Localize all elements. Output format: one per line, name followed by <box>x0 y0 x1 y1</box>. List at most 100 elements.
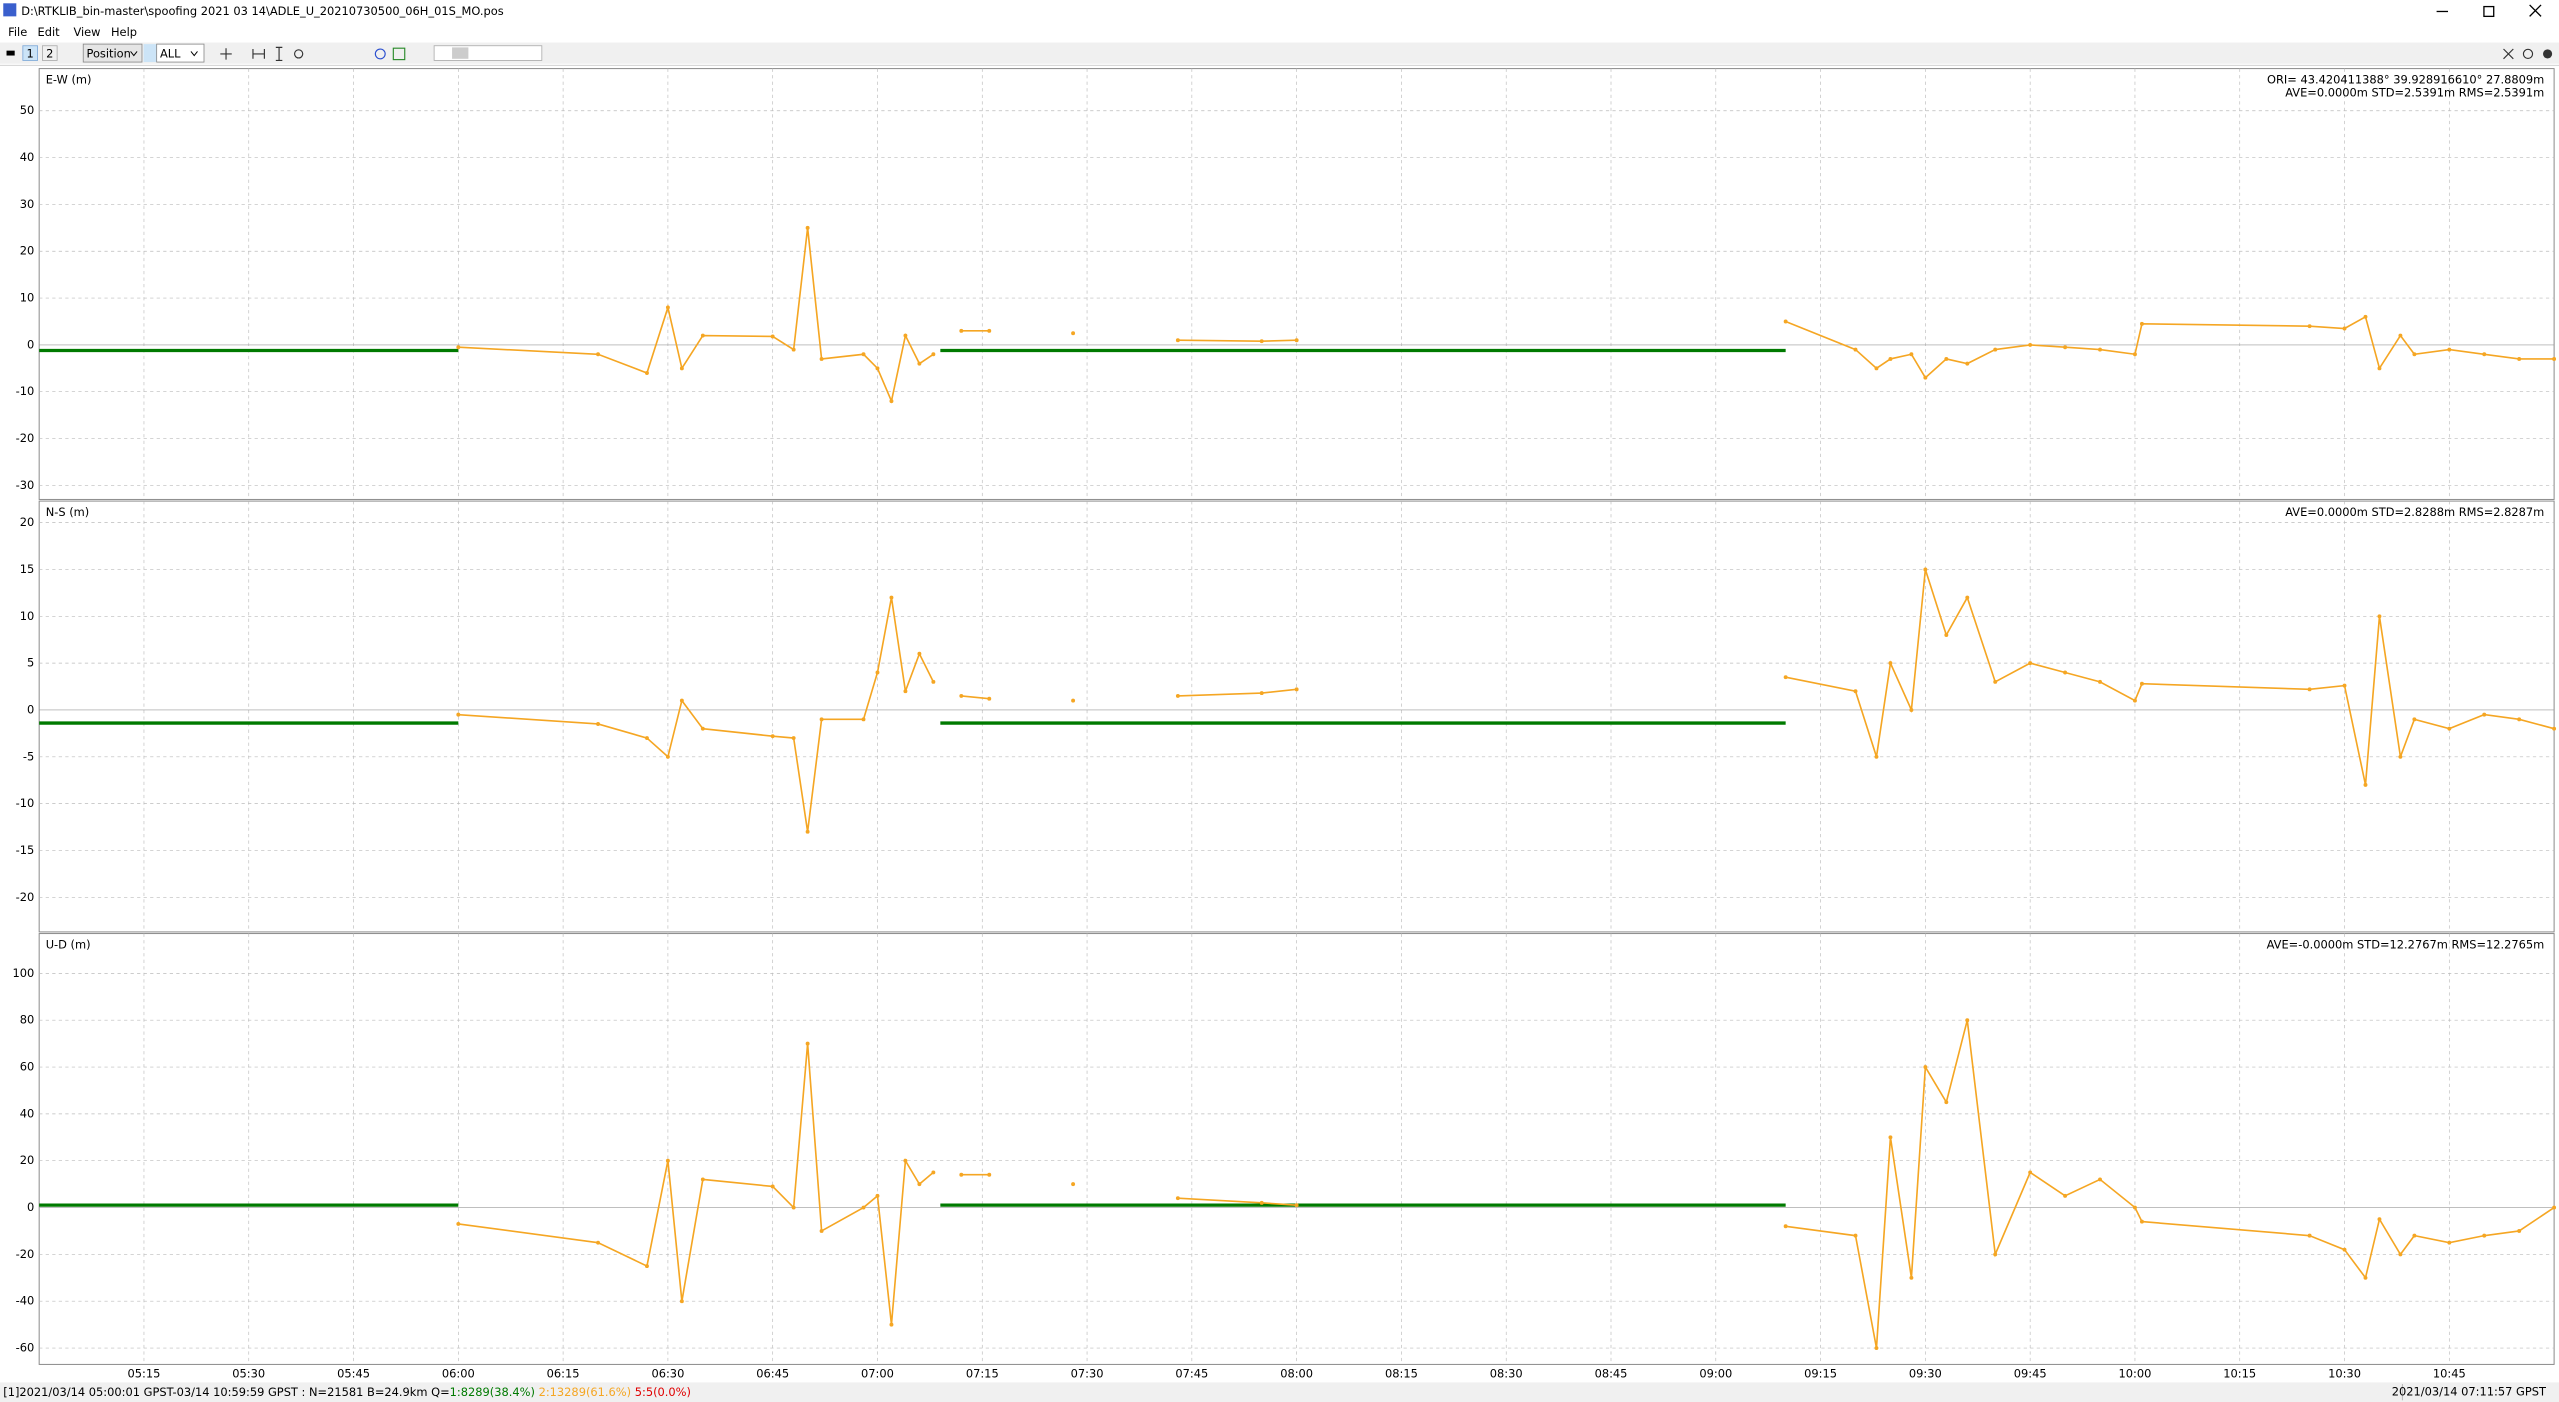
float-solution-line <box>458 227 2555 404</box>
solution-point <box>2363 314 2368 319</box>
x-tick-label: 10:00 <box>2119 1367 2152 1381</box>
y-tick-label: -20 <box>16 431 35 445</box>
solution-point <box>1923 1065 1928 1069</box>
solution-point <box>2307 1233 2312 1238</box>
solution-point <box>2517 356 2522 361</box>
solution-point <box>2377 1217 2382 1222</box>
solution-point <box>1965 1018 1970 1023</box>
y-tick-label: 0 <box>27 1200 34 1214</box>
solution-point <box>1294 687 1299 692</box>
x-tick-label: 05:45 <box>337 1367 370 1381</box>
solution-point <box>2552 1205 2557 1210</box>
solution-point <box>791 347 796 352</box>
solution-point <box>931 679 936 684</box>
solution-point <box>875 366 880 371</box>
status-text: [1]2021/03/14 05:00:01 GPST-03/14 10:59:… <box>3 1385 691 1399</box>
solution-point <box>2098 1177 2102 1182</box>
solution-point <box>2482 712 2487 717</box>
solution-point <box>819 1228 824 1233</box>
solution-point <box>2098 679 2102 684</box>
solution-point <box>679 698 684 703</box>
toolbar <box>0 42 2559 64</box>
solution-point <box>861 352 866 357</box>
y-tick-label: -40 <box>16 1294 35 1308</box>
solution-point <box>917 651 922 656</box>
solution-point <box>805 225 810 230</box>
x-tick-label: 06:15 <box>547 1367 580 1381</box>
y-tick-label: 10 <box>20 291 35 305</box>
solution-point <box>1853 689 1858 694</box>
solution-point <box>875 1193 880 1198</box>
menu-item[interactable]: View <box>73 25 100 39</box>
frame1-label: 1 <box>27 46 34 60</box>
solution-point <box>1944 356 1949 361</box>
frame1-button[interactable] <box>22 45 38 61</box>
toolbar-icon[interactable] <box>392 47 406 61</box>
toolbar-icon[interactable] <box>2522 48 2534 60</box>
toolbar-icon[interactable] <box>2543 49 2553 59</box>
y-tick-label: -30 <box>16 478 35 492</box>
time-scrollbar[interactable] <box>433 45 543 61</box>
solution-point <box>805 829 810 834</box>
solution-point <box>1965 595 1970 600</box>
annotation: AVE=0.0000m STD=2.5391m RMS=2.5391m <box>2285 86 2544 100</box>
frame2-button[interactable] <box>42 45 58 61</box>
solution-point <box>456 345 461 350</box>
solution-point <box>2412 717 2417 722</box>
solution-point <box>700 333 705 338</box>
restore-button[interactable] <box>2483 5 2495 18</box>
solution-point <box>2132 1205 2137 1210</box>
x-tick-label: 09:00 <box>1699 1367 1732 1381</box>
toolbar-icon[interactable] <box>6 50 15 56</box>
toolbar-icon[interactable] <box>275 46 283 62</box>
toolbar-icon[interactable] <box>252 49 265 59</box>
toolbar-icon[interactable] <box>374 48 386 60</box>
toolbar-icon[interactable] <box>294 49 304 59</box>
solution-point <box>1923 567 1928 572</box>
status-q2: 2:13289(61.6%) <box>539 1385 632 1399</box>
menu-item[interactable]: Edit <box>38 25 61 39</box>
status-q1: 1:8289(38.4%) <box>450 1385 535 1399</box>
solution-point <box>1259 691 1264 696</box>
y-tick-label: 0 <box>27 337 34 351</box>
solution-point <box>903 689 908 694</box>
quality-select[interactable] <box>156 43 205 63</box>
annotation: AVE=0.0000m STD=2.8288m RMS=2.8287m <box>2285 505 2544 519</box>
solution-point <box>1175 338 1180 343</box>
x-tick-label: 07:30 <box>1071 1367 1104 1381</box>
x-tick-label: 06:00 <box>442 1367 475 1381</box>
float-solution-line <box>458 1020 2555 1349</box>
x-tick-label: 10:15 <box>2223 1367 2256 1381</box>
solution-point <box>1294 338 1299 343</box>
x-tick-label: 10:30 <box>2328 1367 2361 1381</box>
toolbar-icon[interactable] <box>143 44 157 63</box>
close-button[interactable] <box>2529 4 2542 17</box>
solution-point <box>2482 1233 2487 1238</box>
solution-point <box>2552 726 2557 731</box>
plot-type-select[interactable] <box>82 43 143 63</box>
toolbar-icon[interactable] <box>220 48 232 60</box>
solution-point <box>644 736 649 741</box>
x-tick-label: 05:30 <box>232 1367 265 1381</box>
x-tick-label: 07:45 <box>1175 1367 1208 1381</box>
solution-point <box>2482 352 2487 357</box>
menu-item[interactable]: Help <box>111 25 137 39</box>
solution-point <box>2028 1170 2033 1175</box>
solution-point <box>1888 1135 1893 1140</box>
solution-point <box>1909 707 1914 712</box>
dropdown-arrow <box>190 51 198 57</box>
solution-point <box>2342 1247 2347 1252</box>
status-time: 2021/03/14 07:11:57 GPST <box>2392 1385 2546 1399</box>
scroll-thumb[interactable] <box>452 47 469 59</box>
x-tick-label: 06:30 <box>651 1367 684 1381</box>
x-tick-label: 08:45 <box>1595 1367 1628 1381</box>
frame2-label: 2 <box>46 46 53 60</box>
toolbar-icon[interactable] <box>2503 48 2514 60</box>
solution-point <box>1944 633 1949 637</box>
solution-point <box>2132 352 2137 357</box>
menu-item[interactable]: File <box>8 25 27 39</box>
y-tick-label: -10 <box>16 384 35 398</box>
solution-point <box>2307 687 2312 692</box>
solution-point <box>987 696 992 701</box>
